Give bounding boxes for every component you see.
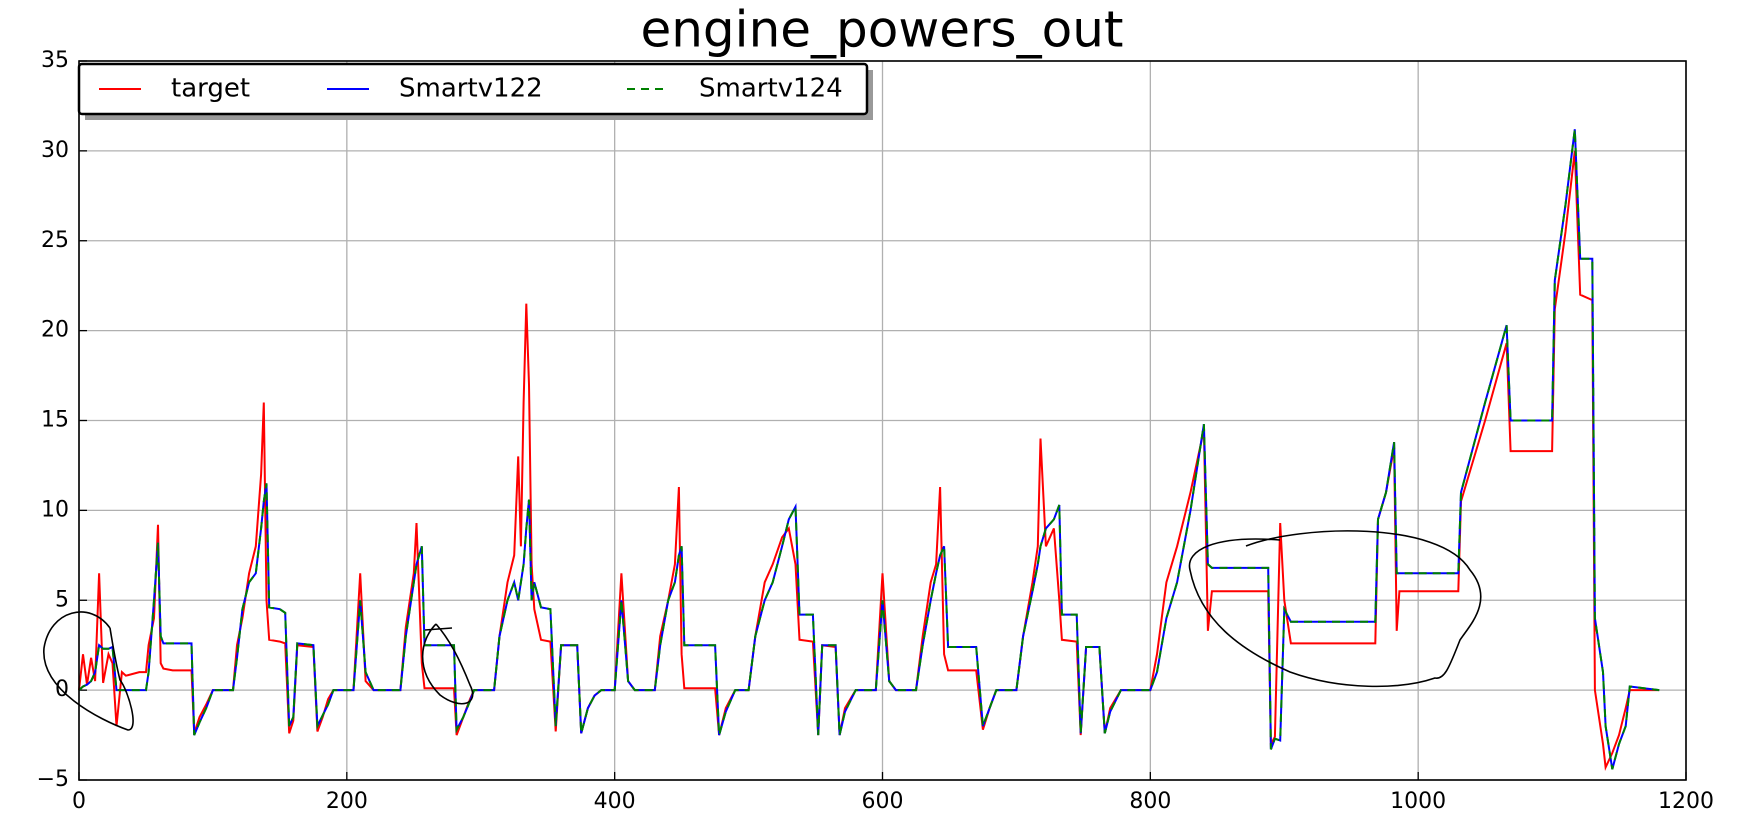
chart-title: engine_powers_out (640, 1, 1123, 59)
data-line (78, 150, 1660, 772)
x-tick-label: 1000 (1390, 789, 1446, 814)
legend-label: target (171, 74, 250, 104)
y-tick-label: 35 (41, 48, 69, 73)
x-tick-label: 400 (594, 789, 636, 814)
y-tick-label: −5 (37, 767, 69, 792)
x-tick-label: 0 (72, 789, 86, 814)
annotation-scribble (43, 611, 134, 731)
plot-frame (78, 60, 1687, 781)
x-tick-label: 1200 (1658, 789, 1714, 814)
annotation-scribble (421, 623, 474, 705)
y-tick-label: 30 (41, 138, 69, 163)
y-tick-label: 10 (41, 497, 69, 522)
y-tick-label: 25 (41, 228, 69, 253)
legend-box (77, 62, 869, 116)
y-tick-label: 15 (41, 408, 69, 433)
legend-label: Smartv124 (699, 74, 843, 104)
legend-label: Smartv122 (399, 74, 543, 104)
data-line (78, 129, 1660, 770)
x-tick-label: 200 (326, 789, 368, 814)
y-tick-label: 20 (41, 318, 69, 343)
x-tick-label: 800 (1129, 789, 1171, 814)
y-tick-label: 5 (55, 587, 69, 612)
data-line (78, 129, 1660, 770)
annotation-scribble (1188, 530, 1482, 688)
x-tick-label: 600 (862, 789, 904, 814)
